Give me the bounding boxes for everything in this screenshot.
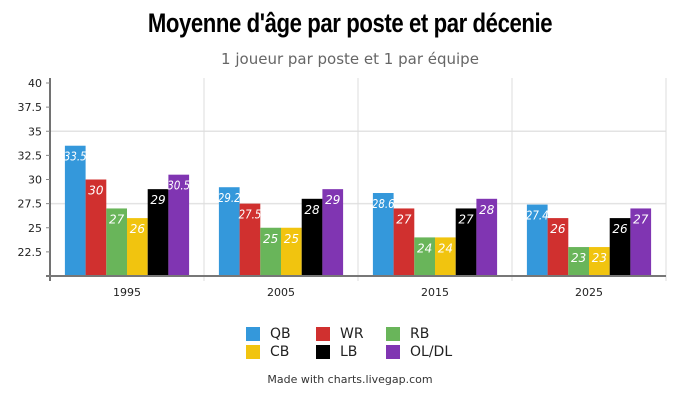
bar-wr [239, 203, 261, 276]
bar-wr [547, 218, 569, 276]
data-label: 28 [479, 203, 495, 217]
data-label: 25 [284, 232, 299, 246]
y-tick-label: 32.5 [18, 149, 43, 162]
bar-rb [106, 208, 127, 276]
bar-qb [218, 187, 240, 276]
legend-item-wr[interactable]: WR [316, 326, 386, 342]
data-label: 33.5 [64, 150, 87, 164]
legend-swatch [246, 345, 260, 359]
legend-item-rb[interactable]: RB [386, 326, 466, 342]
bar-lb [455, 208, 477, 276]
footer-credit[interactable]: Made with charts.livegap.com [267, 373, 433, 386]
bar-rb [568, 247, 589, 276]
chart-subtitle: 1 joueur par poste et 1 par équipe [221, 50, 479, 68]
bar-ol-dl [476, 198, 498, 276]
legend-swatch [316, 327, 330, 341]
legend-item-ol-dl[interactable]: OL/DL [386, 344, 466, 360]
data-label: 29 [325, 193, 340, 207]
bar-wr [85, 179, 107, 276]
legend-label: LB [340, 344, 358, 360]
bar-rb [260, 227, 281, 276]
data-label: 29 [150, 193, 165, 207]
bar-ol-dl [630, 208, 652, 276]
data-label: 27.5 [239, 208, 262, 222]
bar-qb [64, 145, 86, 276]
chart-title: Moyenne d'âge par poste et par décenie [147, 8, 553, 38]
data-label: 27 [396, 212, 412, 226]
data-label: 27.4 [526, 209, 549, 223]
x-tick-label: 1995 [113, 286, 141, 299]
data-label: 27 [458, 212, 474, 226]
bar-cb [281, 227, 302, 276]
legend-item-cb[interactable]: CB [246, 344, 316, 360]
y-tick-label: 37.5 [18, 101, 43, 114]
bar-ol-dl [322, 189, 344, 276]
data-label: 28 [304, 203, 320, 217]
data-label: 27 [109, 212, 125, 226]
legend-swatch [316, 345, 330, 359]
data-label: 25 [263, 232, 278, 246]
legend: QB WR RB CB LB OL/DL [246, 326, 466, 360]
data-label: 24 [438, 241, 453, 255]
y-tick-label: 27.5 [18, 198, 43, 211]
legend-label: CB [270, 344, 290, 360]
data-label: 23 [592, 251, 607, 265]
bar-cb [127, 218, 148, 276]
bar-lb [301, 198, 323, 276]
legend-label: WR [340, 326, 364, 342]
legend-label: OL/DL [410, 344, 453, 360]
data-label: 26 [130, 222, 146, 236]
data-label: 29.2 [218, 191, 241, 205]
bar-ol-dl [168, 174, 190, 276]
legend-swatch [386, 345, 400, 359]
legend-item-qb[interactable]: QB [246, 326, 316, 342]
bar-rb [414, 237, 435, 276]
data-label: 24 [417, 241, 432, 255]
data-label: 27 [633, 212, 649, 226]
data-label: 30 [88, 184, 104, 198]
bar-qb [372, 193, 394, 276]
data-label: 26 [550, 222, 566, 236]
x-tick-label: 2015 [421, 286, 449, 299]
y-tick-label: 40 [28, 77, 42, 90]
legend-item-lb[interactable]: LB [316, 344, 386, 360]
bar-cb [589, 247, 610, 276]
bar-cb [435, 237, 456, 276]
x-tick-label: 2025 [575, 286, 603, 299]
y-tick-label: 25 [28, 222, 42, 235]
bar-lb [147, 189, 169, 276]
legend-label: RB [410, 326, 430, 342]
bar-qb [526, 204, 548, 276]
x-tick-label: 2005 [267, 286, 295, 299]
legend-swatch [246, 327, 260, 341]
y-tick-label: 35 [28, 125, 42, 138]
bar-wr [393, 208, 415, 276]
bar-lb [609, 218, 631, 276]
data-label: 23 [571, 251, 586, 265]
data-label: 26 [612, 222, 628, 236]
data-label: 30.5 [167, 179, 190, 193]
legend-label: QB [270, 326, 291, 342]
bar-chart: 4037.53532.53027.52522.533.53027262930.5… [18, 77, 667, 299]
y-tick-label: 30 [28, 174, 42, 187]
legend-swatch [386, 327, 400, 341]
y-tick-label: 22.5 [18, 246, 43, 259]
data-label: 28.6 [372, 197, 395, 211]
